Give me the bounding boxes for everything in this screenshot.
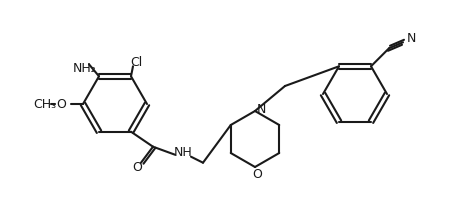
Text: CH₃: CH₃ [33, 97, 57, 110]
Text: NH: NH [174, 146, 193, 159]
Text: O: O [132, 161, 142, 174]
Text: O: O [252, 168, 262, 181]
Text: N: N [406, 32, 416, 45]
Text: O: O [56, 97, 66, 110]
Text: NH₂: NH₂ [73, 62, 97, 75]
Text: N: N [256, 103, 266, 116]
Text: Cl: Cl [130, 56, 142, 69]
